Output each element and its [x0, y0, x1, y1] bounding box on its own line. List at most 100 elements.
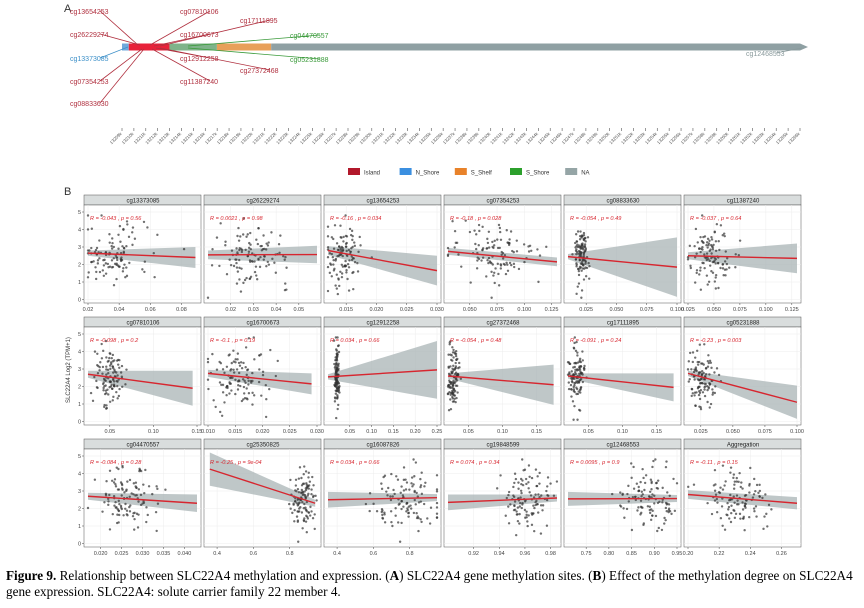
data-point	[125, 509, 129, 512]
data-point	[699, 381, 703, 385]
data-point	[743, 504, 747, 508]
data-point	[407, 511, 410, 515]
data-point	[567, 381, 570, 384]
data-point	[492, 274, 495, 277]
data-point	[710, 238, 714, 241]
data-point	[240, 247, 243, 251]
data-point	[730, 511, 733, 515]
data-point	[690, 394, 693, 398]
data-point	[351, 238, 354, 242]
data-point	[576, 230, 580, 233]
data-point	[368, 492, 372, 495]
confidence-band	[568, 373, 674, 402]
data-point	[101, 382, 105, 386]
data-point	[481, 225, 484, 229]
regression-line	[209, 468, 316, 504]
data-point	[582, 263, 585, 266]
data-point	[112, 380, 116, 383]
data-point	[120, 375, 124, 378]
x-tick-label: 0.05	[463, 429, 474, 435]
data-point	[536, 502, 539, 506]
data-point	[94, 266, 97, 269]
data-point	[506, 263, 509, 266]
data-point	[714, 273, 718, 277]
data-point	[507, 241, 510, 245]
x-tick-label: 0.15	[192, 429, 203, 435]
data-point	[114, 254, 118, 257]
data-point	[105, 365, 108, 368]
data-point	[546, 485, 549, 488]
data-point	[532, 504, 535, 507]
data-point	[143, 491, 146, 495]
data-point	[259, 255, 262, 259]
x-tick-label: 0.04	[271, 307, 282, 313]
data-point	[452, 400, 456, 403]
data-point	[757, 491, 760, 495]
data-point	[137, 488, 141, 491]
data-point	[575, 240, 578, 243]
data-point	[770, 508, 773, 511]
data-point	[333, 224, 337, 227]
data-point	[146, 226, 149, 229]
data-point	[627, 500, 630, 503]
data-point	[108, 233, 111, 236]
data-point	[579, 230, 582, 233]
data-point	[265, 264, 268, 268]
data-point	[299, 491, 303, 494]
data-point	[708, 406, 711, 409]
data-point	[435, 501, 439, 505]
x-tick-label: 0.75	[581, 551, 592, 557]
data-point	[122, 227, 125, 231]
data-point	[710, 252, 713, 255]
data-point	[524, 477, 528, 481]
data-point	[420, 492, 424, 496]
data-point	[230, 361, 233, 365]
legend-item-s_shelf: S_Shelf	[454, 168, 492, 177]
y-tick-label: 0	[78, 420, 81, 426]
data-point	[288, 502, 291, 506]
data-point	[138, 469, 141, 473]
data-point	[350, 229, 354, 233]
data-point	[118, 502, 121, 506]
data-point	[391, 495, 394, 498]
regression-line	[567, 255, 678, 268]
data-point	[419, 485, 422, 489]
data-point	[695, 269, 699, 272]
data-point	[260, 244, 263, 248]
data-point	[698, 371, 701, 374]
data-point	[120, 364, 124, 368]
y-tick-label: 1	[78, 402, 81, 408]
data-point	[435, 512, 439, 515]
data-point	[230, 249, 234, 252]
data-point	[219, 222, 222, 225]
correlation-label: R = -0.1 , p = 0.19	[210, 338, 255, 344]
data-point	[451, 351, 455, 354]
x-tick-label: 0.050	[726, 429, 740, 435]
data-point	[118, 366, 121, 369]
data-point	[102, 389, 105, 392]
data-point	[115, 371, 118, 374]
data-point	[633, 495, 637, 499]
data-point	[744, 502, 747, 506]
data-point	[146, 513, 149, 517]
data-point	[246, 233, 249, 236]
data-point	[656, 479, 660, 482]
data-point	[346, 262, 350, 266]
data-point	[635, 482, 639, 485]
data-point	[475, 233, 478, 236]
data-point	[454, 354, 458, 358]
data-point	[663, 516, 666, 520]
correlation-label: R = -0.037 , p = 0.64	[690, 216, 741, 222]
x-tick-label: 0.08	[176, 307, 187, 313]
data-point	[128, 478, 132, 482]
data-point	[451, 346, 454, 349]
data-point	[295, 502, 298, 505]
data-point	[505, 496, 508, 500]
data-point	[304, 520, 308, 523]
data-point	[296, 504, 300, 507]
data-point	[664, 506, 668, 510]
data-point	[573, 341, 576, 345]
confidence-band	[448, 364, 554, 405]
